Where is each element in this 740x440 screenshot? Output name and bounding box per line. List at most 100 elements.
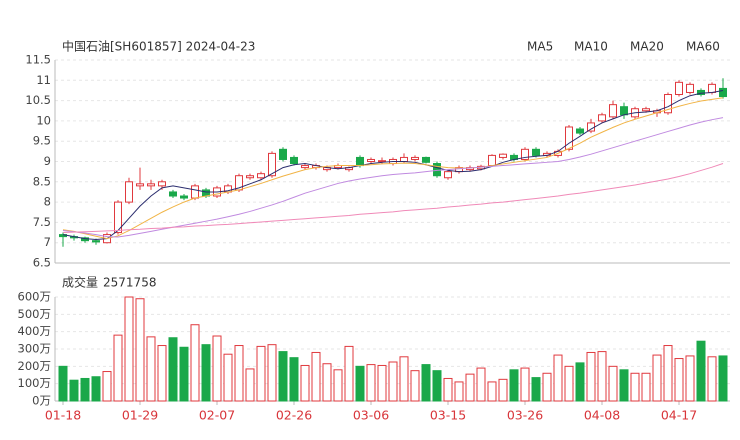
volume-bar [179,346,189,402]
y-tick-label: 7 [44,235,51,249]
candle-body [422,156,430,163]
volume-bar [344,345,354,402]
candle-body [246,175,254,179]
candle-body [565,126,573,150]
x-tick-label: 03-26 [507,408,543,423]
candle-body [367,158,375,163]
volume-bar [124,296,134,402]
volume-tick-label: 500万 [18,307,51,321]
y-tick-label: 11.5 [25,53,51,67]
y-tick-label: 10 [36,113,51,127]
volume-bar [641,372,651,402]
volume-bar [465,373,475,402]
volume-bar [311,351,321,402]
volume-bar [443,377,453,402]
volume-bar [377,364,387,402]
ma-line [62,163,724,234]
candle-body [136,183,144,187]
volume-bar [366,364,376,402]
candle-body [169,191,177,197]
x-tick-label: 02-26 [276,408,312,423]
volume-bar [586,351,596,402]
volume-bar [553,354,563,402]
chart-title: 中国石油[SH601857] 2024-04-23 [62,39,255,54]
candle-body [719,87,727,98]
ma-line [62,97,724,240]
volume-bar [454,381,464,402]
volume-bar [432,370,442,402]
candle-body [356,156,364,167]
candle-body [400,156,408,163]
volume-bar [300,364,310,402]
volume-bar [575,362,585,402]
volume-bar [663,345,673,402]
candle-body [620,106,628,116]
volume-bar [333,369,343,402]
candle-body [587,122,595,132]
volume-bar [718,355,728,402]
candle-body [488,154,496,167]
y-tick-label: 9 [44,154,51,168]
volume-bar [498,378,508,402]
candle-body [411,156,419,160]
volume-bar [102,371,112,402]
volume-bar [234,345,244,402]
candle-body [433,163,441,177]
volume-tick-label: 200万 [18,359,51,373]
volume-bar [685,355,695,402]
x-tick-label: 01-18 [45,408,81,423]
volume-bar [113,334,123,402]
candle-body [576,128,584,134]
volume-bar [520,367,530,402]
volume-bar [80,377,90,402]
y-tick-label: 10.5 [25,93,51,107]
volume-bar [652,354,662,402]
volume-bar [630,372,640,402]
candle-body [268,152,276,177]
volume-tick-label: 100万 [18,376,51,390]
volume-bar [355,365,365,402]
x-tick-label: 03-15 [430,408,466,423]
candle-body [114,201,122,234]
candle-body [147,183,155,187]
legend-item: MA60 [686,40,720,54]
candle-body [532,148,540,156]
legend-item: MA10 [574,40,608,54]
candle-body [378,160,386,163]
ma-line [62,89,724,240]
ma-line [62,117,724,238]
volume-tick-label: 300万 [18,342,51,356]
candle-body [125,181,133,203]
volume-bar [696,340,706,402]
y-tick-label: 8 [44,195,51,209]
candle-body [191,185,199,199]
volume-latest: 2571758 [103,276,156,290]
volume-bar [421,364,431,402]
candle-body [675,81,683,96]
volume-bar [256,345,266,402]
volume-bar [212,335,222,402]
volume-bar [91,376,101,402]
candle-body [708,83,716,93]
volume-bar [399,356,409,402]
candle-body [499,153,507,158]
volume-bar [322,363,332,402]
volume-tick-label: 600万 [18,290,51,304]
candle-body [697,89,705,96]
candle-body [279,148,287,160]
volume-bar [564,365,574,402]
legend-item: MA5 [527,40,553,54]
volume-bar [58,365,68,402]
y-tick-label: 7.5 [33,215,51,229]
volume-bar [509,369,519,402]
volume-bar [487,381,497,402]
candle-body [290,156,298,165]
candle-body [609,104,617,118]
y-tick-label: 8.5 [33,174,51,188]
volume-bar [619,369,629,402]
volume-bar [223,353,233,402]
volume-bar [388,361,398,402]
volume-tick-label: 0万 [32,394,51,408]
volume-bar [157,345,167,402]
